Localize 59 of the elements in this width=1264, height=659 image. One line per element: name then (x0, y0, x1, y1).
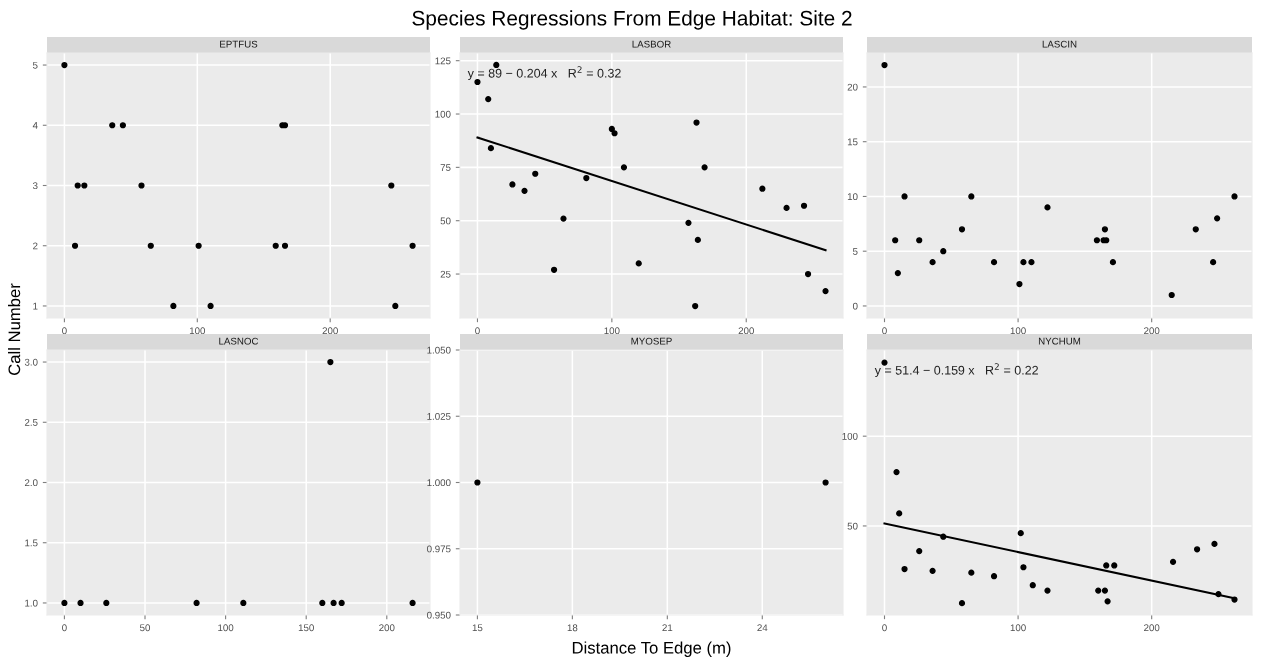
x-tick-label: 0 (62, 327, 67, 335)
x-tick-label: 21 (662, 624, 673, 632)
x-tick-label: 200 (1144, 327, 1160, 335)
x-tick-label: 0 (882, 327, 887, 335)
y-tick-label: 3 (32, 182, 38, 190)
x-tick-label: 200 (322, 327, 338, 335)
y-tick-label: 10 (847, 193, 858, 201)
x-tick-label: 100 (218, 624, 234, 632)
y-tick-label: 100 (435, 110, 451, 118)
chart-title: LASCIN (1042, 40, 1077, 48)
y-tick-label: 1.0 (25, 599, 38, 607)
x-tick-label: 0 (62, 624, 67, 632)
y-tick-label: 1.5 (25, 539, 38, 547)
y-tick-label: 3.0 (24, 358, 38, 366)
y-tick-label: 2 (33, 242, 38, 250)
x-tick-label: 0 (882, 624, 887, 632)
y-tick-label: 4 (32, 122, 38, 129)
x-tick-label: 24 (757, 624, 768, 632)
x-tick-label: 0 (475, 327, 480, 335)
y-tick-label: 1.000 (427, 479, 451, 487)
chart-title: EPTFUS (220, 40, 258, 48)
chart-title: NYCHUM (1038, 337, 1081, 345)
y-tick-label: 0 (852, 302, 858, 310)
x-tick-label: 100 (1010, 624, 1026, 632)
y-tick-label: 1.050 (427, 346, 451, 354)
y-tick-label: 125 (435, 57, 451, 65)
x-tick-label: 15 (472, 624, 483, 632)
x-tick-label: 18 (567, 624, 578, 632)
y-tick-label: 1.025 (427, 412, 451, 420)
x-tick-label: 200 (379, 624, 395, 632)
y-tick-label: 2.5 (24, 419, 38, 426)
x-tick-label: 100 (1010, 327, 1026, 335)
y-tick-label: 50 (847, 522, 858, 530)
annotation: y = 51.4 − 0.159 x R$^{2}$ = 0.22 (874, 363, 1038, 378)
y-tick-label: 5 (852, 248, 858, 255)
y-tick-label: 1 (33, 302, 38, 310)
x-tick-label: 100 (604, 327, 620, 335)
chart-title: MYOSEP (631, 337, 672, 345)
y-tick-label: 50 (440, 217, 451, 225)
y-tick-label: 2.0 (24, 479, 38, 487)
y-tick-label: 100 (842, 432, 858, 440)
chart-title: LASBOR (632, 40, 671, 48)
x-tick-label: 150 (298, 624, 314, 632)
x-tick-label: 50 (139, 624, 151, 632)
y-tick-label: 75 (440, 164, 451, 171)
chart-title: LASNOC (219, 337, 259, 345)
x-tick-label: 100 (189, 327, 206, 335)
annotation: y = 89 − 0.204 x R$^{2}$ = 0.32 (467, 66, 621, 81)
text: Species Regressions From Edge Habitat: Site 2 (412, 10, 852, 30)
y-tick-label: 20 (847, 83, 858, 91)
x-tick-label: 200 (738, 327, 754, 335)
y-tick-label: 0.975 (427, 545, 451, 553)
x-tick-label: 200 (1144, 624, 1160, 632)
y-axis-title: Call Number (8, 283, 21, 375)
x-axis-title: Distance To Edge (m) (572, 641, 731, 657)
y-tick-label: 25 (440, 270, 451, 278)
y-tick-label: 15 (847, 138, 858, 146)
y-tick-label: 5 (32, 61, 38, 69)
y-tick-label: 0.950 (427, 611, 451, 619)
